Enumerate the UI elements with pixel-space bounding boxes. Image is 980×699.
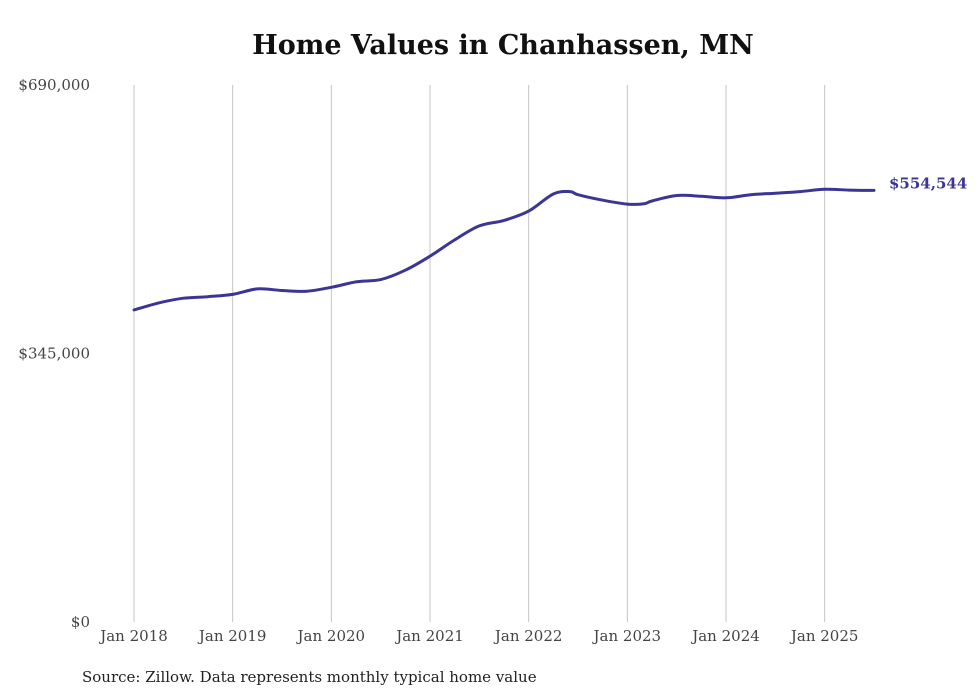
x-tick-label: Jan 2023 — [592, 627, 662, 645]
y-axis-ticks: $0 $345,000 $690,000 — [18, 76, 90, 631]
source-note: Source: Zillow. Data represents monthly … — [82, 668, 537, 686]
x-tick-label: Jan 2022 — [493, 627, 563, 645]
chart-title: Home Values in Chanhassen, MN — [252, 30, 754, 61]
y-tick-label: $345,000 — [18, 345, 90, 363]
x-tick-label: Jan 2020 — [296, 627, 366, 645]
x-tick-label: Jan 2019 — [197, 627, 267, 645]
home-value-line — [132, 187, 876, 312]
x-tick-label: Jan 2025 — [789, 627, 859, 645]
latest-value-label: $554,544 — [889, 174, 967, 192]
gridlines — [133, 85, 826, 622]
y-tick-label: $0 — [71, 613, 90, 631]
x-tick-label: Jan 2024 — [690, 627, 760, 645]
y-tick-label: $690,000 — [18, 76, 90, 94]
x-tick-label: Jan 2021 — [394, 627, 464, 645]
x-tick-label: Jan 2018 — [98, 627, 168, 645]
x-axis-ticks: Jan 2018 Jan 2019 Jan 2020 Jan 2021 Jan 2022… — [98, 627, 858, 645]
